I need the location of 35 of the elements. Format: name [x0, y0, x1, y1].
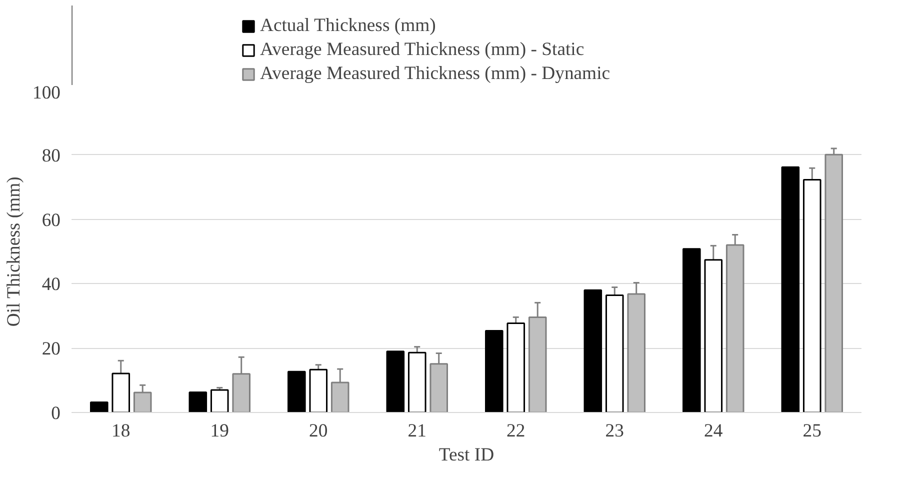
bar	[506, 322, 526, 412]
y-tick-label: 0	[51, 403, 60, 424]
bar	[309, 368, 328, 412]
y-axis-title: Oil Thickness (mm)	[4, 176, 25, 327]
x-tick-label: 20	[309, 420, 328, 442]
x-tick-label: 23	[605, 420, 624, 442]
y-tick-label: 40	[42, 274, 60, 296]
bar	[781, 166, 800, 412]
x-tick-label: 22	[506, 420, 526, 442]
legend-label: Average Measured Thickness (mm) - Static	[260, 39, 584, 61]
bar	[485, 330, 504, 412]
y-tick-label: 80	[42, 145, 60, 166]
x-tick-label: 18	[112, 420, 130, 442]
x-axis-title: Test ID	[438, 444, 494, 466]
bar	[584, 289, 602, 412]
x-tick-label: 19	[210, 420, 229, 442]
y-tick-label: 60	[42, 210, 60, 231]
bar	[112, 372, 130, 412]
bar	[188, 391, 208, 412]
bar	[386, 350, 405, 412]
bar	[90, 401, 108, 412]
bar	[408, 352, 426, 412]
x-tick-label: 25	[802, 420, 822, 442]
bar	[682, 248, 701, 412]
y-tick-label: 20	[42, 338, 60, 360]
bar	[704, 259, 723, 412]
bar	[288, 370, 306, 412]
bar	[210, 389, 229, 412]
y-tick-label: 100	[32, 82, 60, 104]
x-tick-label: 21	[408, 420, 426, 442]
legend-label: Average Measured Thickness (mm) - Dynamic	[260, 63, 610, 85]
legend-label: Actual Thickness (mm)	[260, 15, 436, 37]
bar	[605, 294, 624, 412]
x-tick-label: 24	[704, 420, 724, 442]
bar	[802, 178, 822, 412]
